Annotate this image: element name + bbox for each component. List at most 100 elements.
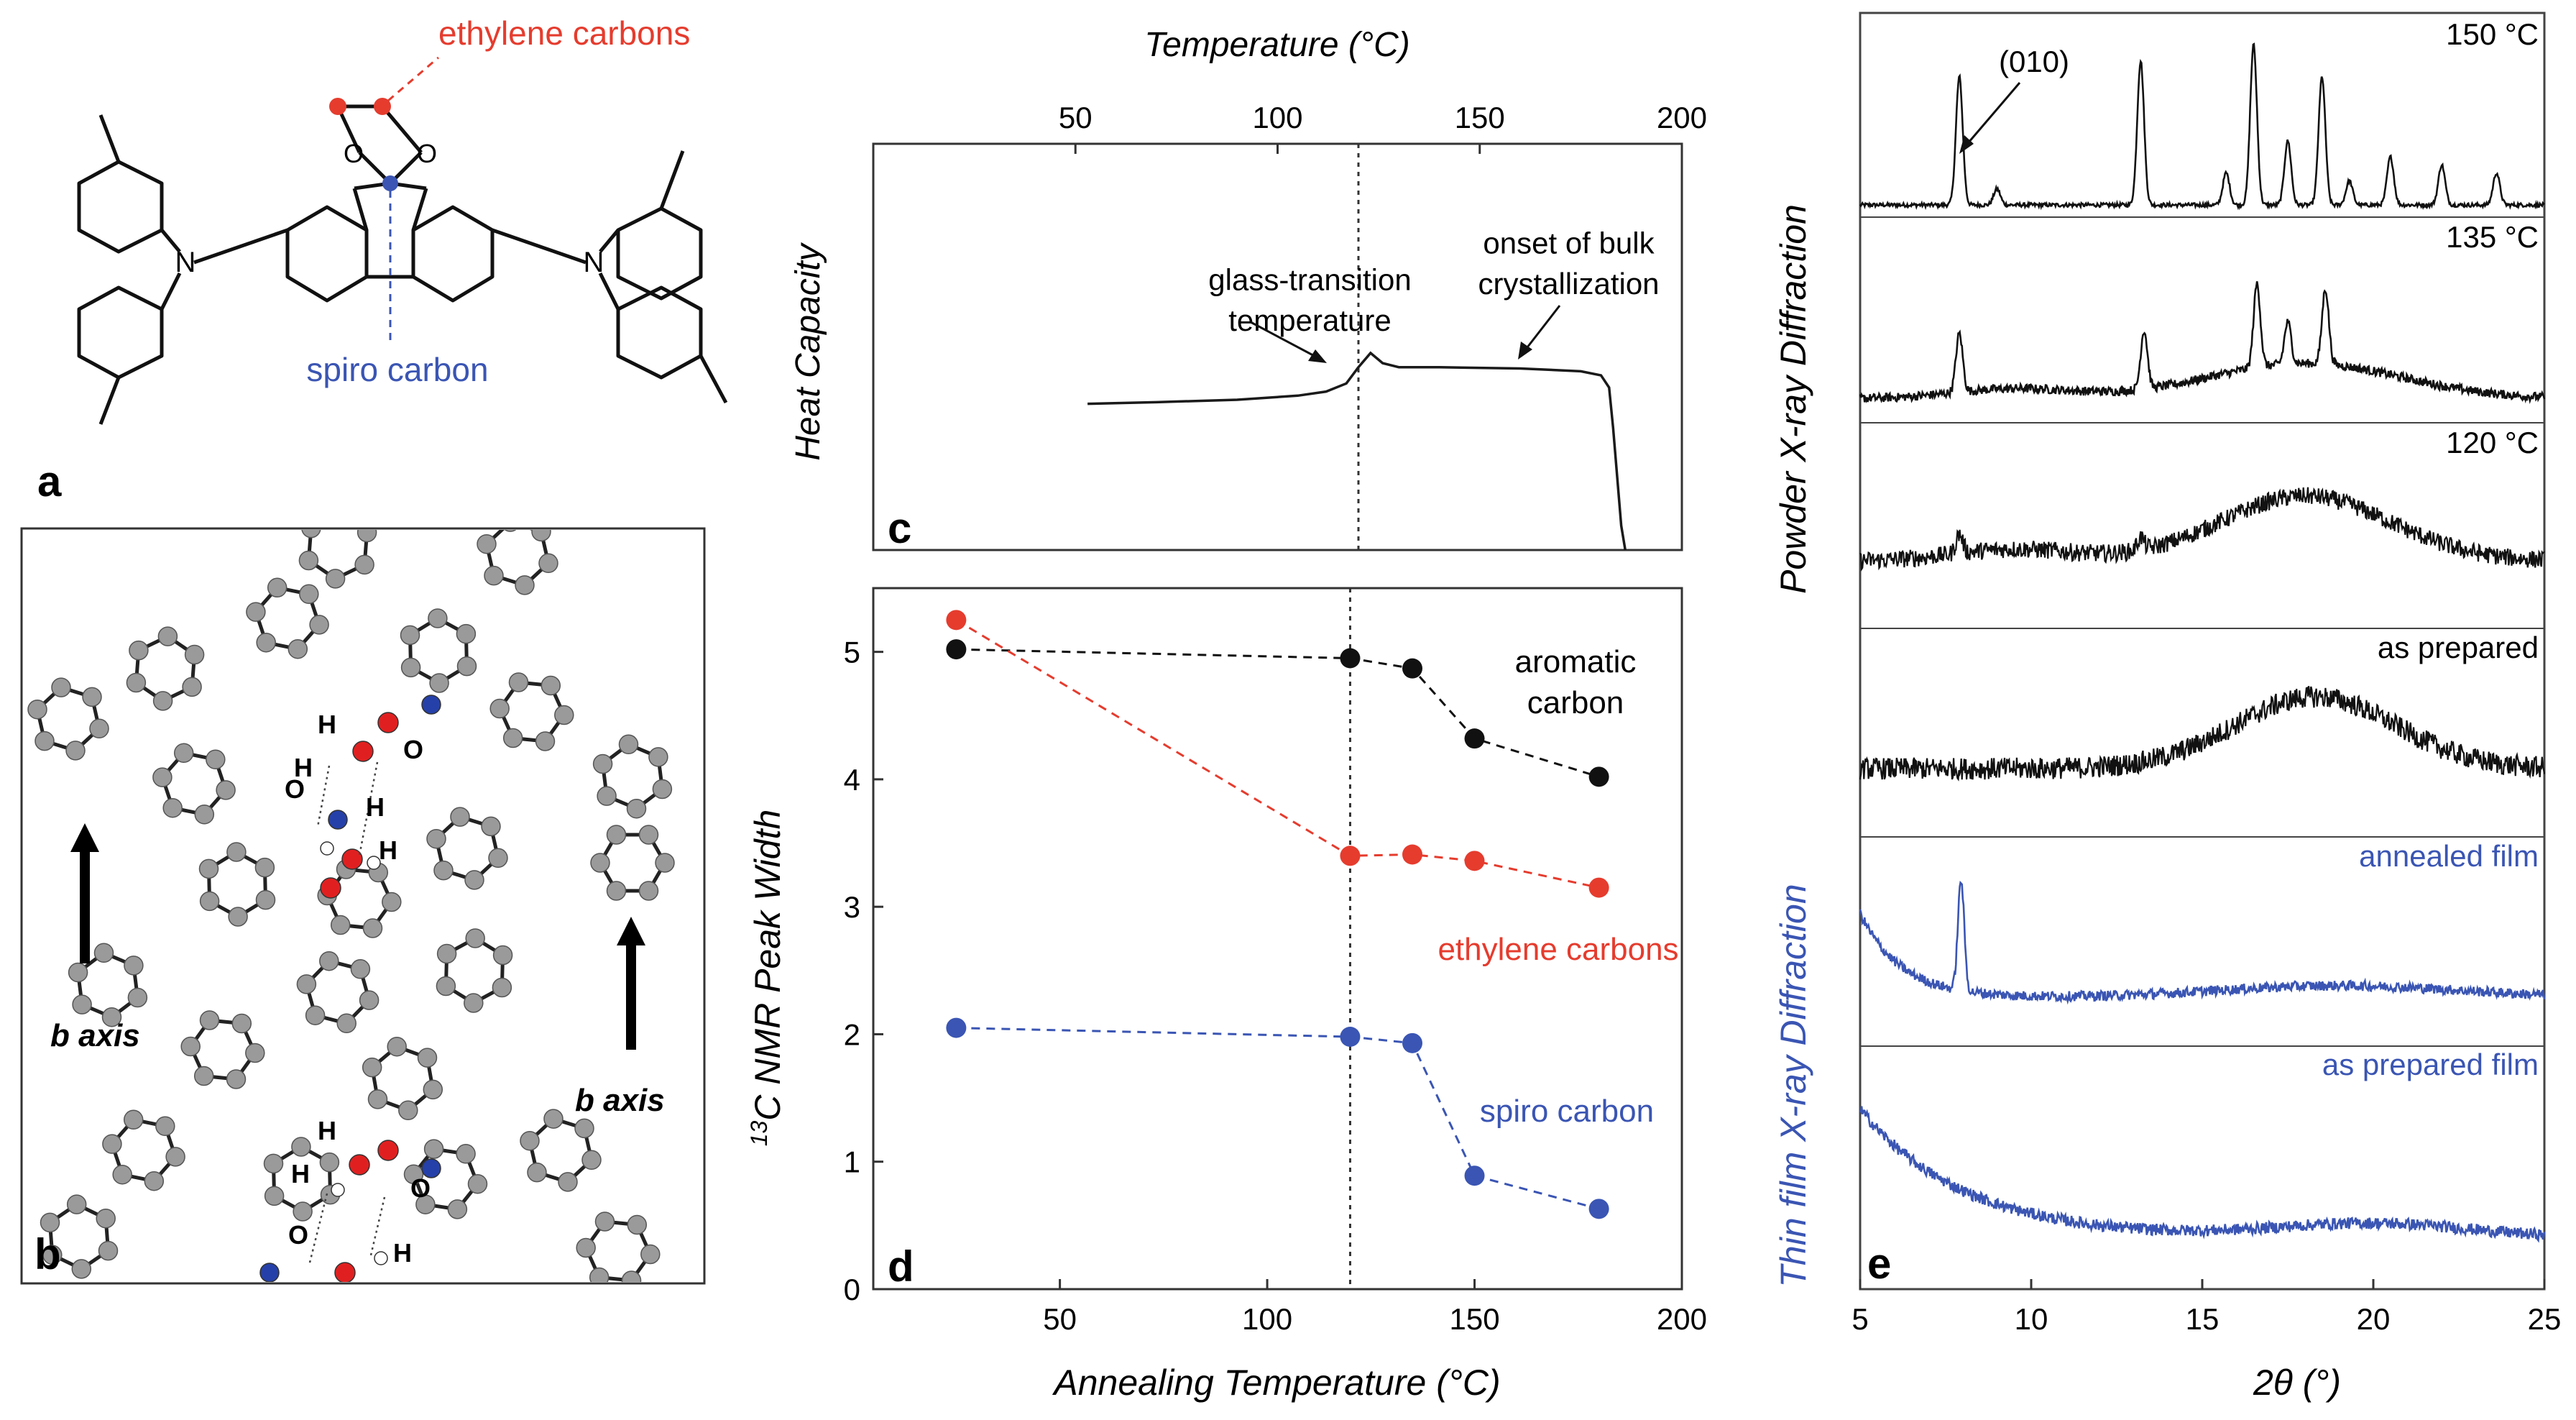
heteroatom (349, 1154, 370, 1176)
panel-c-frame (872, 142, 1683, 551)
atom-label: H (393, 1238, 412, 1268)
crystallization-arrow (1518, 305, 1561, 359)
carbon-atom (597, 786, 617, 806)
hydrogen-bond (316, 765, 331, 828)
data-point (1588, 1199, 1609, 1219)
x-tick-label: 150 (1455, 101, 1505, 134)
carbon-atom (508, 672, 529, 692)
legend-aromatic-line1: aromatic (1515, 644, 1637, 679)
carbon-atom (581, 1150, 602, 1171)
panel-d-ylabel: 13C NMR Peak Width (746, 810, 788, 1147)
hydrogen-bond (358, 761, 379, 856)
carbon-atom (429, 673, 449, 693)
x-tick-label: 150 (1449, 1302, 1499, 1336)
carbon-atom (51, 677, 71, 697)
heteroatom (352, 741, 374, 762)
panel-d-axes: 50 100 150 200 0 1 2 3 4 5 (844, 636, 1707, 1336)
carbon-atom (465, 928, 485, 948)
carbon-atom (155, 1116, 175, 1137)
xrd-trace (1859, 880, 2546, 1005)
carbon-atom (489, 698, 510, 719)
spiro-carbon-atom (382, 175, 398, 191)
heteroatom (259, 1263, 280, 1282)
carbon-atom (291, 1137, 311, 1157)
carbon-atom (638, 825, 659, 845)
carbon-atom (606, 881, 627, 901)
carbon-atom (173, 743, 194, 764)
carbon-atom (382, 892, 402, 912)
x-tick-label: 50 (1059, 101, 1092, 134)
carbon-atom (538, 553, 558, 574)
carbon-atom (362, 1057, 382, 1078)
xrd-trace (1859, 42, 2545, 211)
carbon-atom (206, 749, 226, 770)
bond (411, 188, 428, 231)
legend-aromatic-line2: carbon (1527, 685, 1624, 720)
carbon-atom (152, 767, 172, 787)
x-tick-label: 20 (2357, 1302, 2391, 1336)
film-xrd-ylabel: Thin film X-ray Diffraction (1773, 884, 1813, 1287)
carbon-atom (640, 1244, 661, 1265)
carbon-atom (68, 962, 88, 983)
b-axis-label-right: b axis (575, 1083, 665, 1118)
peak-010-label: (010) (1999, 45, 2069, 78)
carbon-atom (245, 1043, 265, 1063)
carbon-atom (464, 993, 484, 1013)
bond (193, 228, 288, 265)
carbon-atom (574, 1118, 594, 1139)
glass-transition-arrow (1250, 321, 1327, 363)
ylabel-main: C NMR Peak Width (748, 810, 788, 1121)
carbon-atom (144, 1171, 165, 1191)
carbon-atom (152, 691, 173, 711)
carbon-atom (267, 577, 288, 598)
carbon-atom (398, 1100, 418, 1121)
carbon-atom (184, 644, 205, 665)
carbon-atom (362, 918, 383, 938)
carbon-atom (356, 530, 377, 543)
right-benzene-ring (411, 205, 494, 303)
data-point (1464, 1165, 1485, 1186)
carbon-atom (325, 569, 346, 589)
panel-d-series (946, 610, 1609, 1219)
carbon-atom (535, 731, 556, 751)
carbon-atom (129, 640, 149, 661)
carbon-atom (65, 741, 86, 761)
trace-label-135: 135 °C (2446, 220, 2539, 254)
annotation-onset: onset of bulk (1483, 226, 1655, 260)
carbon-atom (403, 1164, 424, 1185)
carbon-atom (66, 1194, 87, 1214)
bond (381, 105, 423, 154)
carbon-atom (456, 656, 477, 677)
carbon-atom (42, 1245, 63, 1265)
atom-label: H (366, 792, 385, 822)
bond (699, 354, 728, 404)
oxygen-label-left: O (344, 139, 364, 168)
carbon-atom (288, 638, 308, 659)
carbon-atom (226, 1069, 247, 1089)
xrd-trace (1859, 281, 2546, 405)
x-tick-label: 15 (2186, 1302, 2220, 1336)
series-line (955, 619, 1599, 889)
peak-010-arrow (1959, 82, 2021, 154)
carbon-atom (502, 728, 523, 748)
carbon-atom (400, 657, 421, 678)
bond (98, 377, 121, 425)
carbon-atom (527, 1162, 547, 1183)
trace-label-as-prepared-film: as prepared film (2322, 1048, 2539, 1081)
atom-label: O (285, 774, 305, 804)
heteroatom (341, 848, 363, 870)
data-point (946, 610, 967, 631)
carbon-atom (309, 615, 329, 635)
panel-c-ylabel: Heat Capacity (789, 242, 827, 460)
panel-e-traces (1859, 42, 2546, 1243)
carbon-atom (558, 1172, 578, 1192)
panel-label-e: e (1867, 1240, 1891, 1288)
carbon-atom (157, 626, 178, 646)
carbon-atom (621, 1270, 642, 1282)
carbon-atom (182, 677, 202, 697)
carbon-atom (477, 533, 497, 554)
carbon-atom (199, 1010, 220, 1030)
carbon-atom (301, 530, 321, 539)
